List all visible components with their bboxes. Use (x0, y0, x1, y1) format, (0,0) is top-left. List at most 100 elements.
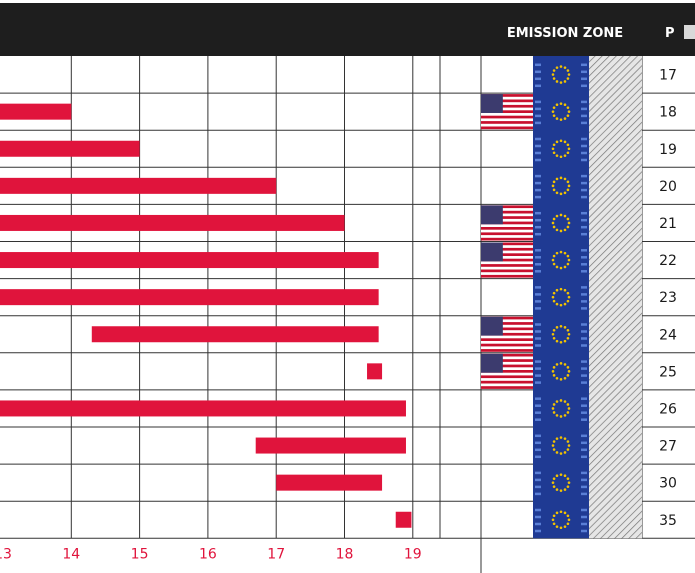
eu-star-icon (563, 214, 567, 218)
us-flag-canton (481, 205, 503, 225)
eu-star-icon (555, 80, 559, 83)
eu-strip-mark (535, 367, 541, 370)
eu-strip-mark (535, 70, 541, 74)
eu-strip-mark (581, 100, 587, 104)
eu-star-icon (567, 258, 571, 262)
eu-star-icon (559, 362, 563, 365)
eu-star-icon (567, 184, 571, 188)
eu-star-icon (551, 370, 555, 373)
eu-star-icon (552, 180, 556, 184)
eu-star-icon (552, 254, 556, 258)
us-flag-stripe (481, 253, 533, 256)
eu-star-icon (566, 262, 570, 266)
eu-strip-mark (581, 515, 587, 519)
eu-strip-mark (581, 195, 587, 199)
row-number: 17 (659, 68, 677, 84)
eu-star-icon (555, 214, 559, 218)
eu-star-icon (552, 217, 556, 221)
bar-row-18[interactable] (0, 103, 72, 120)
eu-star-icon (566, 217, 570, 221)
bar-row-22[interactable] (0, 252, 379, 269)
p-column-header[interactable]: P (665, 26, 675, 41)
bar-row-25[interactable] (367, 363, 383, 380)
eu-strip-mark (581, 337, 587, 340)
us-flag-canton (481, 94, 503, 113)
eu-strip-mark (581, 211, 587, 215)
bar-row-24[interactable] (91, 326, 379, 343)
eu-star-icon (555, 191, 559, 195)
header-top-edge (0, 0, 695, 3)
eu-strip-mark (581, 84, 587, 88)
eu-star-icon (567, 481, 571, 484)
eu-star-icon (563, 117, 567, 120)
eu-star-icon (566, 77, 570, 80)
eu-star-icon (552, 336, 556, 340)
us-flag-stripe (481, 232, 533, 236)
eu-strip-mark (535, 522, 541, 526)
eu-star-icon (566, 69, 570, 72)
eu-star-icon (559, 399, 563, 402)
eu-strip-mark (581, 286, 587, 289)
eu-strip-mark (535, 307, 541, 310)
eu-star-icon (551, 147, 555, 151)
x-tick-label: 13 (0, 546, 12, 562)
bar-row-19[interactable] (0, 140, 140, 157)
header-scroll-indicator[interactable] (684, 25, 695, 39)
us-flag-stripe (481, 227, 533, 230)
us-flag-stripe (481, 269, 533, 273)
us-flag-icon (481, 205, 533, 241)
bar-row-20[interactable] (0, 177, 277, 194)
eu-strip-mark (581, 307, 587, 310)
bar-row-21[interactable] (0, 214, 345, 231)
eu-star-icon (559, 473, 563, 476)
eu-star-icon (552, 374, 556, 377)
eu-strip-mark (535, 225, 541, 229)
eu-star-icon (555, 400, 559, 403)
eu-strip-mark (535, 263, 541, 266)
eu-star-icon (563, 451, 567, 454)
eu-strip-mark (535, 418, 541, 421)
eu-star-icon (563, 414, 567, 417)
eu-strip-mark (581, 225, 587, 229)
eu-star-icon (566, 477, 570, 480)
eu-star-icon (563, 525, 567, 528)
bar-row-35[interactable] (395, 511, 412, 528)
eu-star-icon (566, 151, 570, 155)
us-flag-stripe (481, 210, 533, 214)
eu-star-icon (566, 374, 570, 377)
eu-strip-mark (581, 114, 587, 118)
eu-star-icon (552, 366, 556, 369)
eu-star-icon (555, 177, 559, 181)
eu-star-icon (559, 436, 563, 439)
x-axis-labels: 13 14 15 16 17 18 19 (0, 546, 422, 562)
eu-star-icon (552, 69, 556, 72)
eu-star-icon (559, 266, 563, 270)
eu-star-icon (559, 155, 563, 159)
eu-star-icon (567, 295, 571, 299)
eu-strip-mark (535, 330, 541, 333)
eu-strip-mark (581, 492, 587, 496)
us-flag-stripe (481, 274, 533, 278)
eu-strip-mark (535, 397, 541, 400)
eu-star-icon (552, 440, 556, 443)
eu-strip-mark (535, 374, 541, 377)
eu-strip-mark (535, 137, 541, 141)
eu-star-icon (566, 188, 570, 192)
eu-strip-mark (581, 434, 587, 438)
eu-star-icon (555, 66, 559, 69)
eu-star-icon (552, 188, 556, 192)
bar-row-30[interactable] (276, 474, 383, 491)
eu-strip-mark (581, 418, 587, 421)
eu-strip-mark (535, 174, 541, 178)
eu-star-icon (566, 411, 570, 414)
eu-strip-mark (535, 121, 541, 125)
eu-star-icon (555, 140, 559, 144)
eu-strip-mark (581, 529, 587, 533)
emission-zone-header[interactable]: EMISSION ZONE (507, 26, 623, 41)
bar-row-26[interactable] (0, 400, 406, 417)
us-flag-stripe (481, 247, 533, 251)
eu-strip-mark (535, 286, 541, 289)
eu-star-icon (566, 336, 570, 340)
bar-row-27[interactable] (255, 437, 406, 454)
bar-row-23[interactable] (0, 289, 379, 306)
